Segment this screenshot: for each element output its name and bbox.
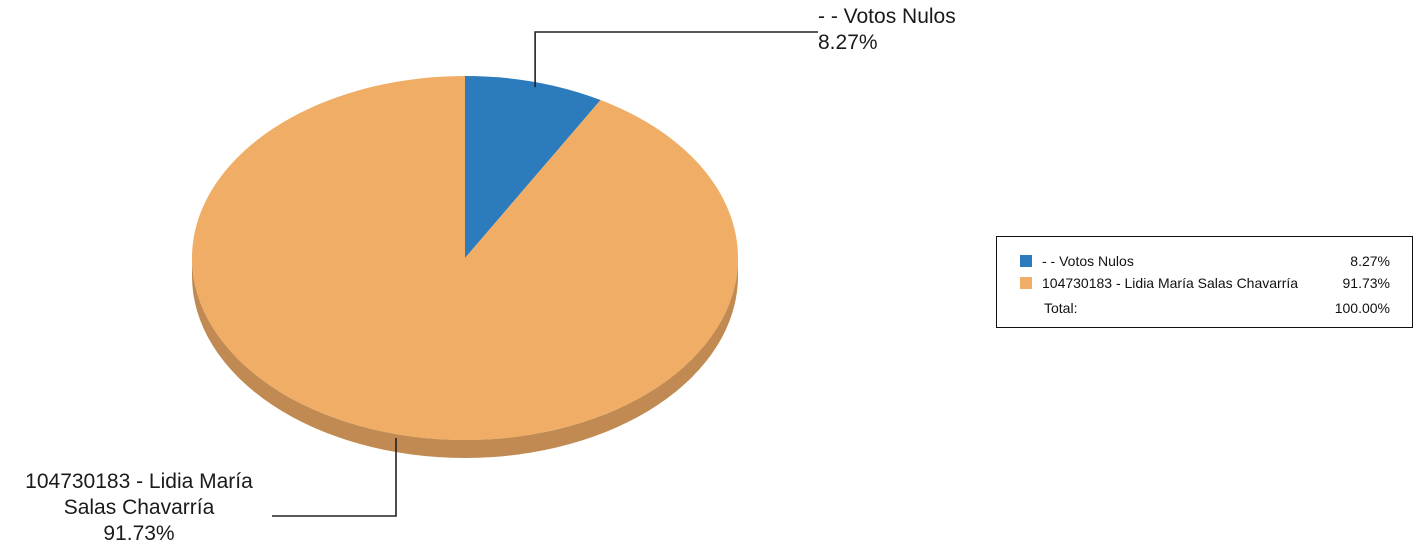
legend-row-lidia-maria: 104730183 - Lidia María Salas Chavarría … — [997, 273, 1412, 293]
leader-line-lidia-maria — [272, 438, 397, 517]
legend-value-votos-nulos: 8.27% — [1350, 253, 1390, 269]
legend-row-votos-nulos: - - Votos Nulos 8.27% — [997, 251, 1412, 271]
callout-lidia-maria-label-line2: Salas Chavarría — [63, 496, 215, 519]
callout-lidia-maria-label-line1: 104730183 - Lidia María — [25, 470, 253, 493]
pie-slice-lidia-maria — [191, 76, 739, 440]
callout-votos-nulos-percent: 8.27% — [818, 31, 878, 54]
legend-label-lidia-maria: 104730183 - Lidia María Salas Chavarría — [1042, 275, 1299, 291]
legend-swatch-votos-nulos — [1020, 255, 1032, 267]
callout-votos-nulos-label: - - Votos Nulos — [818, 5, 956, 28]
legend-value-lidia-maria: 91.73% — [1342, 275, 1390, 291]
legend-swatch-lidia-maria — [1020, 277, 1032, 289]
chart-legend: - - Votos Nulos 8.27% 104730183 - Lidia … — [996, 236, 1413, 328]
legend-total-value: 100.00% — [1334, 300, 1390, 316]
legend-total-label: Total: — [1044, 300, 1078, 316]
pie-slice-votos-nulos — [465, 76, 601, 258]
legend-row-total: Total: 100.00% — [997, 298, 1412, 318]
callout-lidia-maria: 104730183 - Lidia María Salas Chavarría … — [8, 469, 270, 547]
leader-line-votos-nulos — [534, 31, 818, 88]
callout-votos-nulos: - - Votos Nulos 8.27% — [818, 4, 956, 56]
callout-lidia-maria-percent: 91.73% — [103, 522, 175, 545]
legend-label-votos-nulos: - - Votos Nulos — [1042, 253, 1134, 269]
